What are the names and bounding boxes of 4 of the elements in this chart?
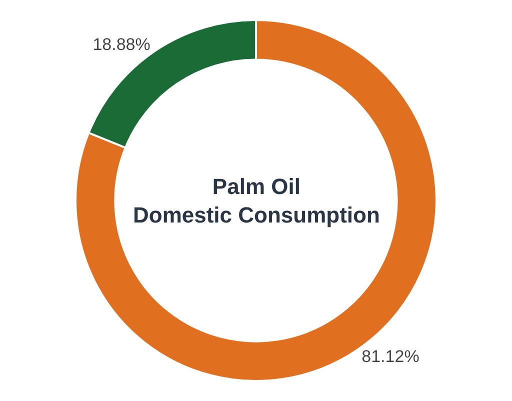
data-label: 18.88% [92, 34, 150, 54]
donut-slice [74, 19, 438, 382]
text: Palm Oil Domestic Consumption [133, 174, 380, 228]
data-label: 81.12% [362, 347, 420, 366]
